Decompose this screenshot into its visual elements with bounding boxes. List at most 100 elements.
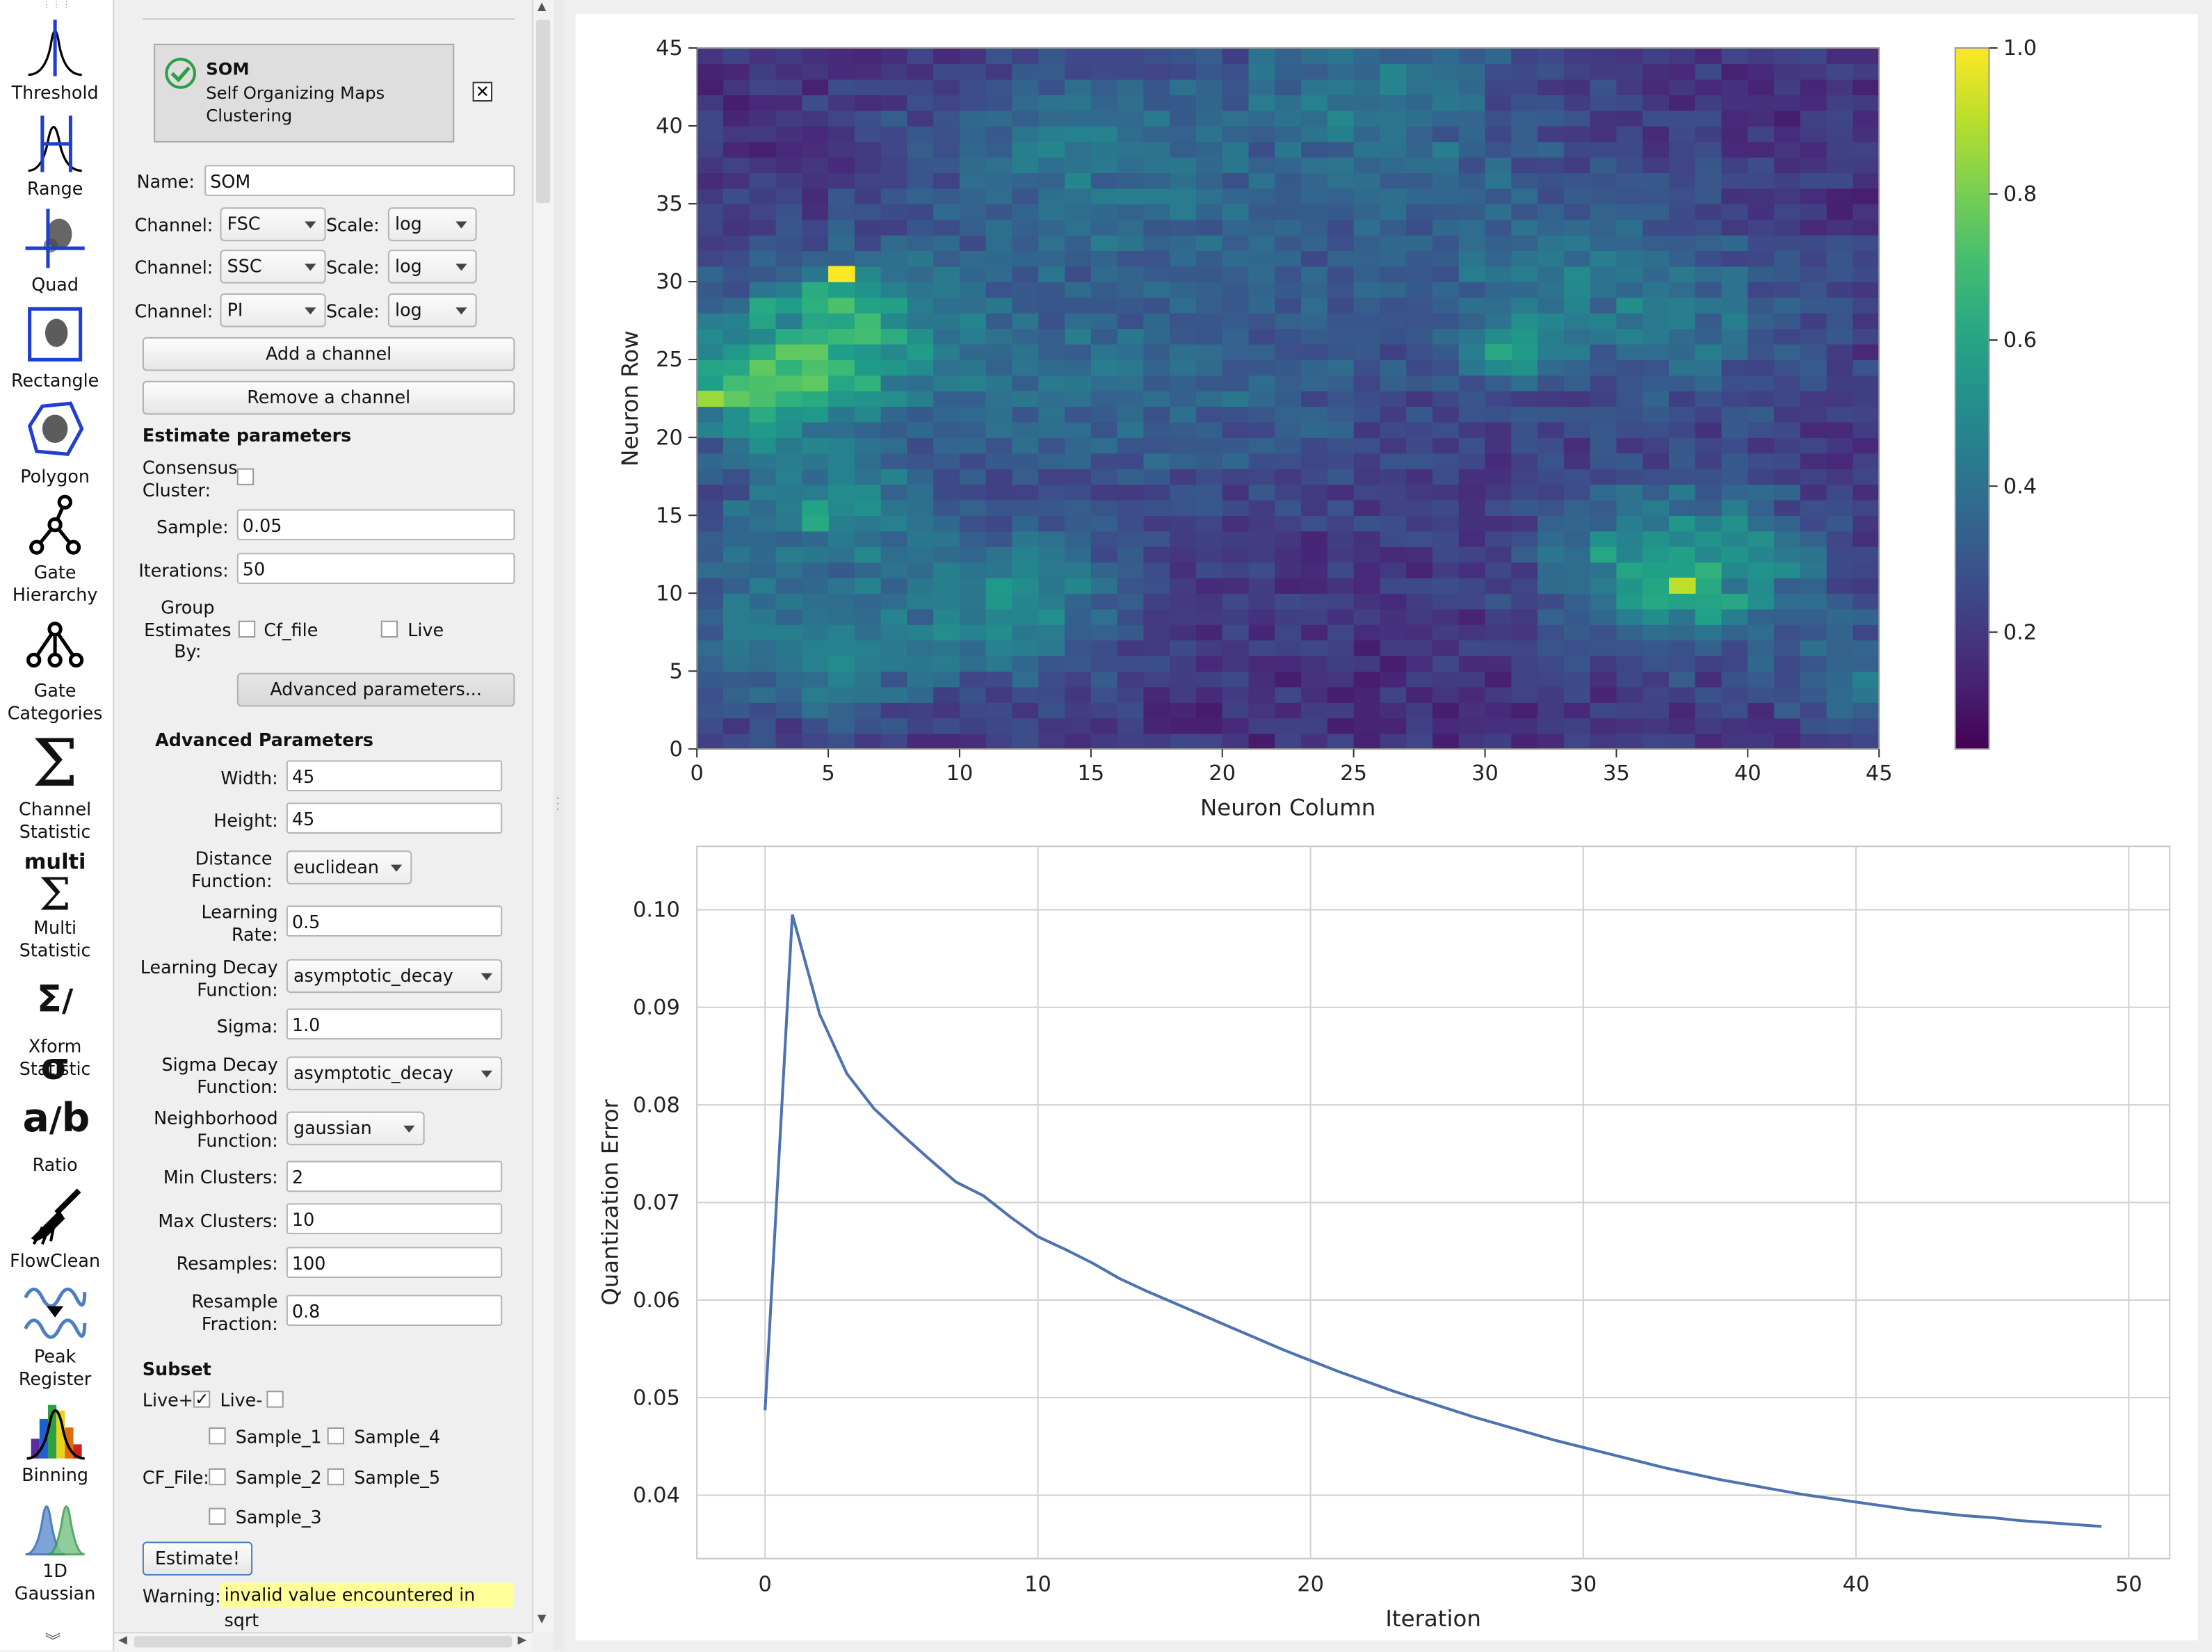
heatmap-cell [828, 266, 855, 282]
tool-gate-categories[interactable]: Gate Categories [0, 612, 110, 723]
max-clusters-input[interactable]: 10 [286, 1203, 503, 1235]
heatmap-cell [1195, 608, 1223, 625]
heatmap-cell [722, 718, 750, 734]
add-channel-button[interactable]: Add a channel [142, 337, 515, 371]
heatmap-cell [1038, 718, 1065, 734]
heatmap-cell [1458, 172, 1486, 189]
group-cf-file-checkbox[interactable] [238, 620, 256, 638]
heatmap-cell [749, 733, 777, 750]
sample-4-checkbox[interactable] [327, 1427, 345, 1445]
heatmap-cell [1065, 655, 1092, 672]
heatmap-cell [828, 172, 855, 189]
heatmap-cell [1222, 421, 1250, 438]
panel-horizontal-scrollbar[interactable]: ◀ ▶ [114, 1632, 532, 1652]
consensus-checkbox[interactable] [236, 468, 255, 485]
height-input[interactable]: 45 [286, 802, 503, 834]
iterations-input[interactable]: 50 [236, 553, 515, 584]
tool-peak-register[interactable]: Peak Register [0, 1278, 110, 1389]
resample-fraction-input[interactable]: 0.8 [286, 1295, 503, 1326]
heatmap-cell [880, 359, 908, 376]
heatmap-cell [749, 499, 777, 516]
live-minus-checkbox[interactable] [266, 1391, 284, 1408]
heatmap-cell [1590, 359, 1617, 376]
learning-rate-input[interactable]: 0.5 [286, 905, 503, 937]
scroll-down-icon[interactable]: ▼ [537, 1612, 547, 1626]
tool-1d-gaussian[interactable]: 1D Gaussian [0, 1492, 110, 1603]
tool-quad[interactable]: Quad [0, 206, 110, 295]
resamples-input[interactable]: 100 [286, 1247, 503, 1279]
live-plus-checkbox[interactable]: ✓ [193, 1391, 211, 1408]
scroll-right-icon[interactable]: ▶ [517, 1633, 527, 1646]
heatmap-cell [1721, 126, 1749, 143]
remove-channel-button[interactable]: Remove a channel [142, 380, 515, 415]
tool-ratio[interactable]: a/b Ratio [0, 1086, 110, 1176]
heatmap-cell [1275, 468, 1302, 485]
distance-function-select[interactable]: euclidean [286, 850, 412, 884]
tool-threshold[interactable]: Threshold [0, 14, 110, 104]
tool-rectangle[interactable]: Rectangle [0, 302, 110, 391]
heatmap-cell [1143, 515, 1171, 532]
heatmap-cell [1248, 312, 1276, 330]
channel-3-select[interactable]: PI [220, 293, 326, 327]
heatmap-cell [1275, 484, 1302, 501]
sample-5-checkbox[interactable] [327, 1468, 345, 1486]
tool-polygon[interactable]: Polygon [0, 398, 110, 487]
panel-splitter-handle[interactable]: · · · [553, 0, 565, 1651]
more-tools-chevron-icon[interactable]: ︾ [45, 1632, 61, 1651]
heatmap-cell [1721, 608, 1749, 625]
heatmap-cell [775, 79, 803, 95]
neighborhood-function-select[interactable]: gaussian [286, 1111, 425, 1146]
group-live-checkbox[interactable] [380, 620, 398, 638]
sample-2-checkbox[interactable] [209, 1468, 226, 1486]
scroll-up-icon[interactable]: ▲ [537, 0, 547, 13]
heatmap-cell [1774, 343, 1801, 360]
channel-1-select[interactable]: FSC [220, 207, 326, 241]
tool-xform-statistic[interactable]: Σ/σ Xform Statistic [0, 968, 110, 1089]
name-input[interactable]: SOM [204, 165, 515, 196]
panel-vertical-scrollbar[interactable]: ▲ ▼ [531, 0, 555, 1633]
heatmap-cell [1117, 282, 1145, 298]
heatmap-cell [1090, 79, 1118, 95]
scrollbar-thumb[interactable] [535, 19, 551, 204]
heatmap-cell [1642, 343, 1670, 360]
sigma-input[interactable]: 1.0 [286, 1008, 503, 1040]
heatmap-cell [1117, 515, 1145, 532]
width-input[interactable]: 45 [286, 760, 503, 792]
heatmap-cell [1170, 421, 1197, 438]
tool-range[interactable]: Range [0, 110, 110, 200]
tool-binning[interactable]: Binning [0, 1396, 110, 1486]
tool-multi-statistic[interactable]: multi Σ Multi Statistic [19, 849, 91, 960]
channel-2-select[interactable]: SSC [220, 250, 326, 284]
tool-flowclean[interactable]: FlowClean [0, 1182, 110, 1272]
sample-input[interactable]: 0.05 [236, 509, 515, 540]
scale-3-select[interactable]: log [387, 293, 477, 327]
heatmap-cell [749, 390, 777, 407]
scroll-left-icon[interactable]: ◀ [118, 1633, 127, 1646]
heatmap-cell [697, 546, 724, 563]
som-operation-card[interactable]: SOM Self Organizing Maps Clustering [154, 43, 455, 143]
close-icon[interactable]: ✕ [472, 81, 493, 102]
tool-channel-statistic[interactable]: Σ Channel Statistic [19, 724, 92, 842]
sample-1-checkbox[interactable] [209, 1427, 226, 1445]
scrollbar-thumb[interactable] [134, 1636, 512, 1648]
sample-3-checkbox[interactable] [209, 1507, 226, 1525]
heatmap-cell [1485, 499, 1512, 516]
advanced-parameters-button[interactable]: Advanced parameters... [236, 672, 515, 707]
heatmap-cell [722, 359, 750, 376]
heatmap-cell [1485, 375, 1512, 391]
min-clusters-input[interactable]: 2 [286, 1160, 503, 1192]
heatmap-cell [1485, 156, 1512, 174]
estimate-button[interactable]: Estimate! [142, 1541, 253, 1576]
heatmap-cell [1090, 266, 1118, 282]
heatmap-cell [854, 406, 882, 423]
scale-1-select[interactable]: log [387, 207, 477, 241]
heatmap-cell [697, 733, 724, 750]
learning-decay-select[interactable]: asymptotic_decay [286, 959, 503, 994]
heatmap-cell [933, 204, 960, 220]
tool-gate-hierarchy[interactable]: Gate Hierarchy [0, 494, 110, 605]
heatmap-cell [1590, 297, 1617, 314]
sigma-decay-select[interactable]: asymptotic_decay [286, 1056, 503, 1091]
heatmap-cell [722, 577, 750, 594]
heatmap-cell [1511, 562, 1538, 578]
scale-2-select[interactable]: log [387, 250, 477, 284]
